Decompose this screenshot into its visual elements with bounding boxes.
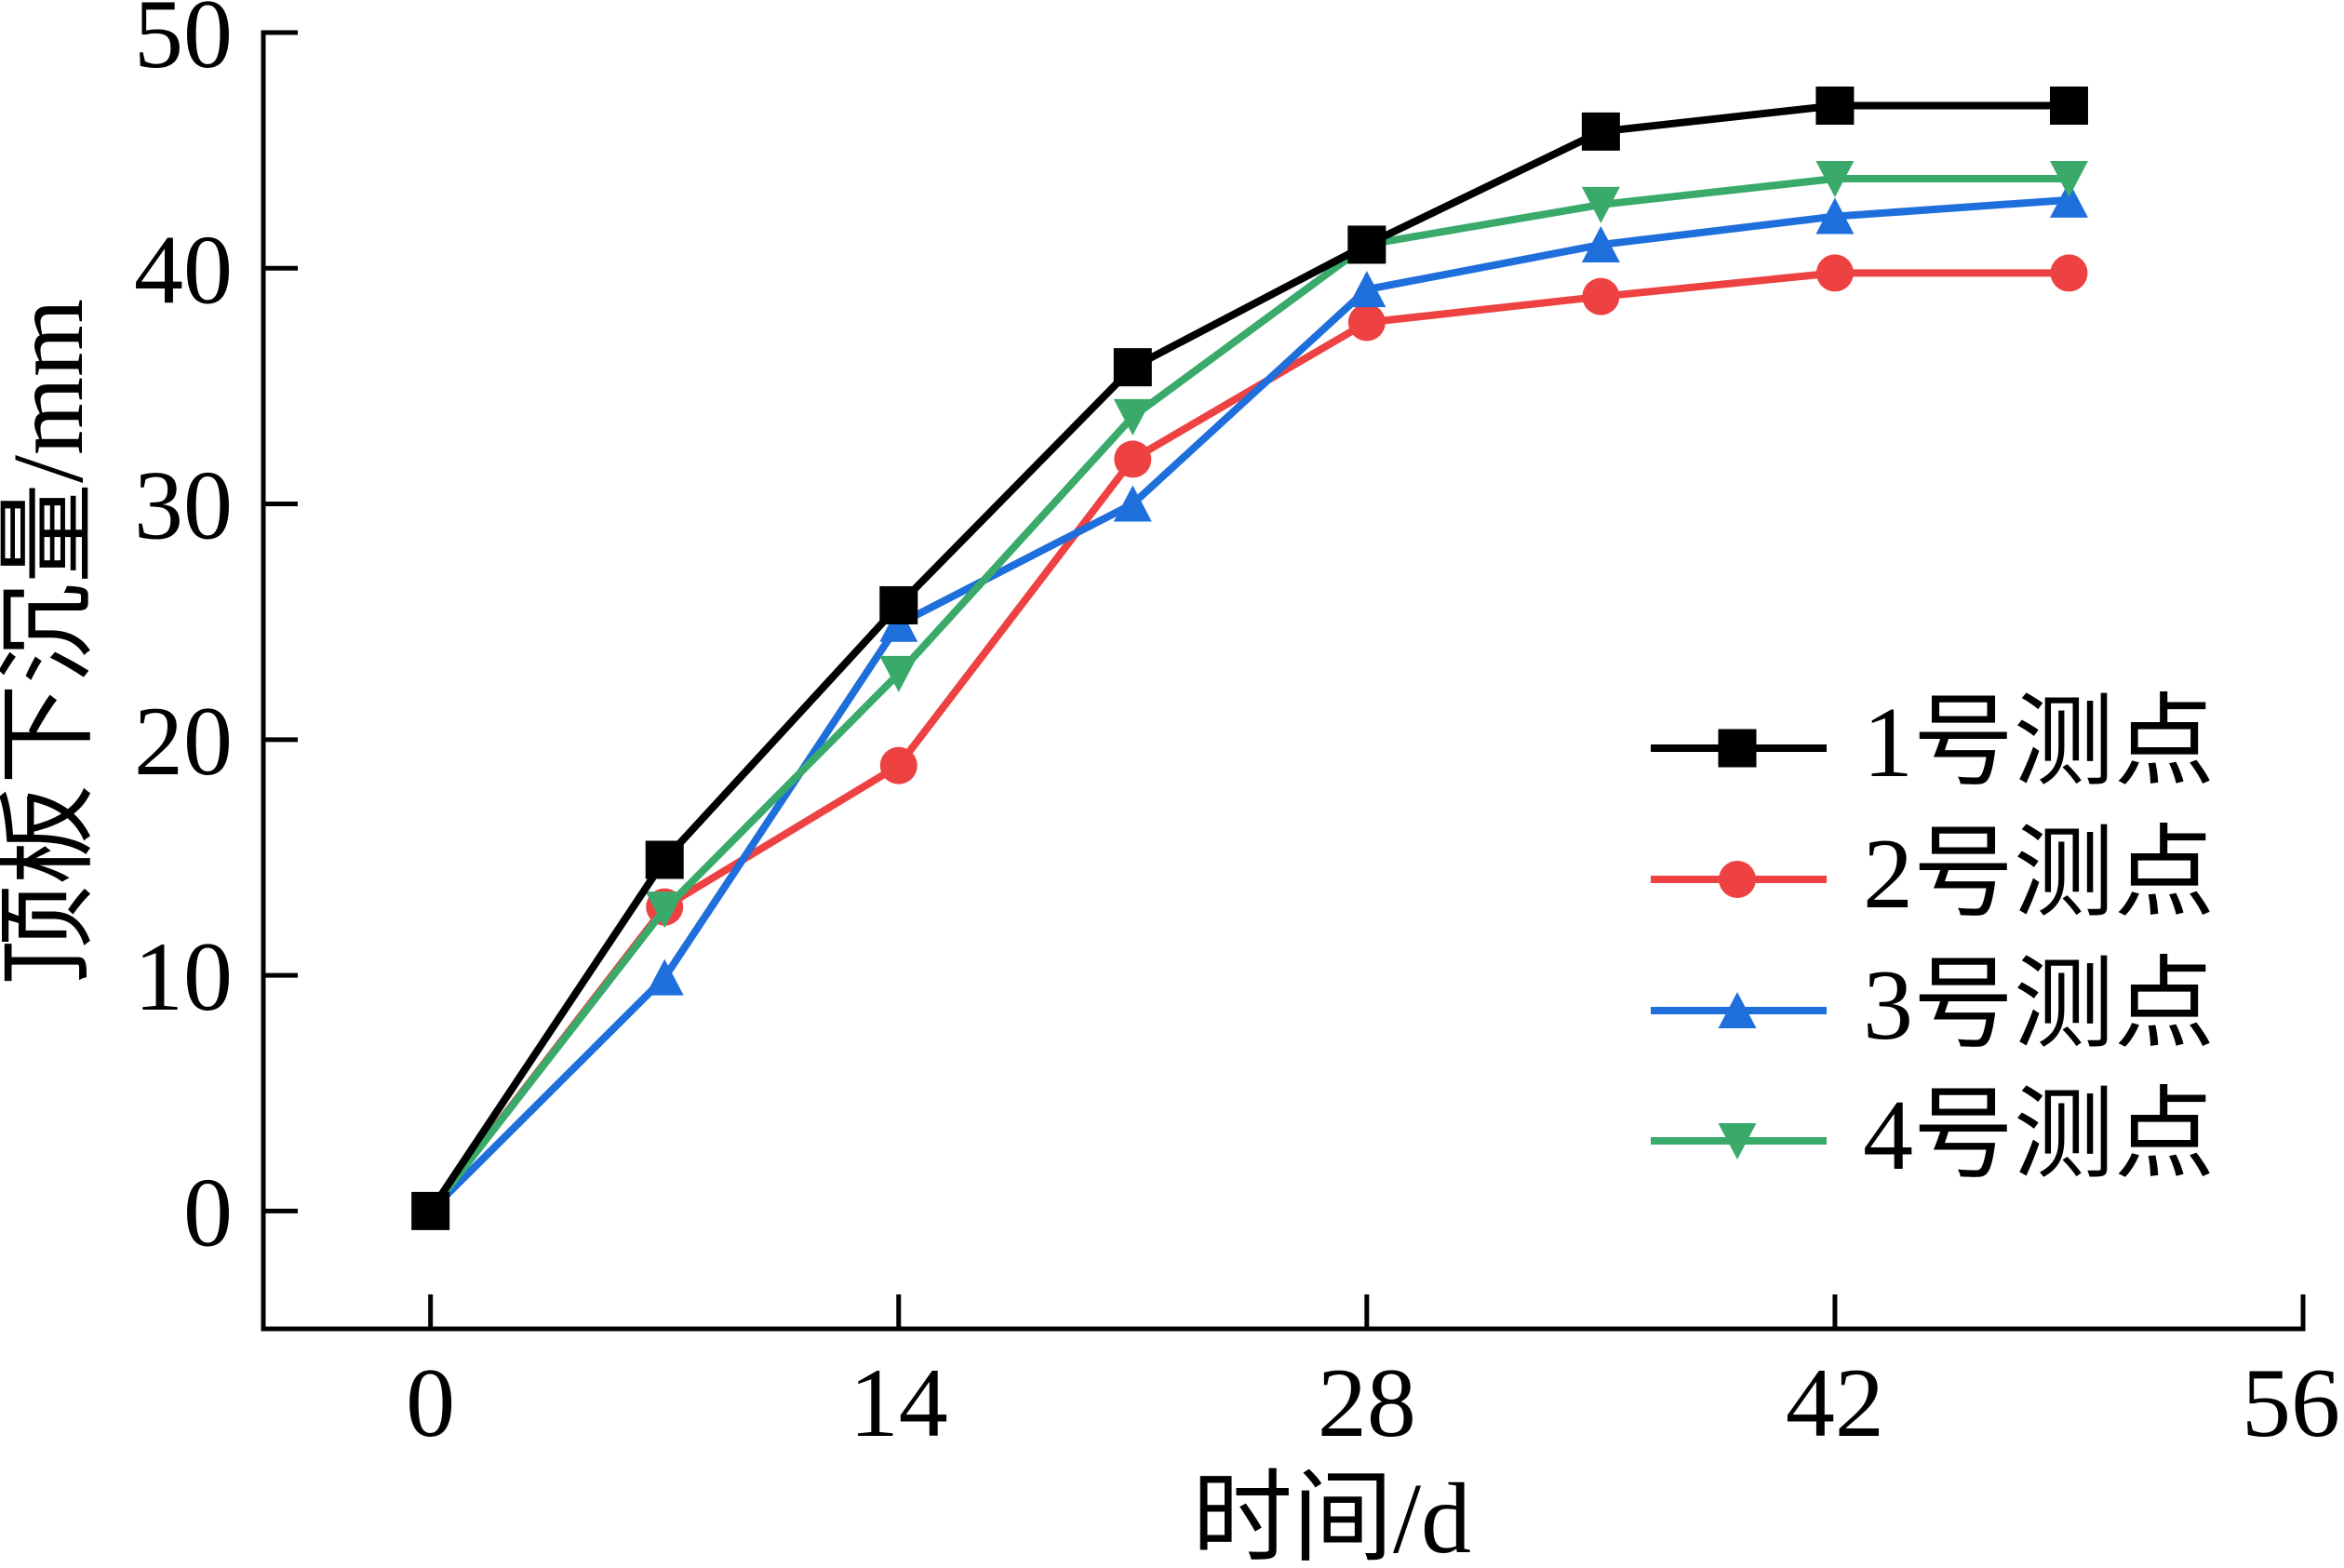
data-point [2049,181,2088,218]
plot-area [411,87,2088,1230]
legend-marker [1718,729,1757,768]
series-3 [411,181,2088,1229]
data-point [1114,440,1152,478]
data-point [1815,254,1854,292]
data-point [1815,87,1855,126]
data-point [2050,254,2088,292]
data-point [879,746,918,784]
series-line [426,195,2073,1215]
x-tick-label: 28 [1318,1348,1416,1457]
series-line [426,269,2073,1215]
y-tick-label: 0 [183,1158,233,1266]
y-tick-label: 20 [134,687,233,796]
y-tick-label: 30 [134,451,233,560]
legend-item: 4号测点 [1651,1080,2215,1191]
axes: 0 10 20 30 40 50 0 14 28 42 56 [134,0,2340,1457]
data-point [411,1191,450,1230]
series-line [426,101,2073,1215]
data-point [1581,225,1620,262]
x-axis-title: 时间/d [1192,1464,1471,1568]
y-tick-label: 10 [134,922,233,1031]
x-tick-label: 42 [1786,1348,1884,1457]
legend-label: 1号测点 [1863,688,2215,798]
data-point [645,891,684,929]
legend-label: 2号测点 [1863,819,2215,930]
legend-marker [1719,861,1756,898]
legend-marker [1718,992,1757,1028]
data-point [1815,197,1855,235]
data-point [879,655,918,692]
data-point [2049,87,2088,126]
legend-item: 3号测点 [1651,950,2215,1061]
data-point [1113,348,1152,387]
legend-marker [1718,1123,1757,1159]
x-tick-label: 56 [2242,1348,2340,1457]
data-point [1815,161,1855,198]
series-4 [411,161,2088,1230]
data-point [645,958,684,996]
data-point [1581,112,1620,151]
data-point [1347,225,1386,264]
x-tick-label: 14 [850,1348,948,1457]
data-point [1582,277,1620,315]
y-axis-title: 顶板下沉量/mm [0,299,104,985]
x-tick-label: 0 [406,1348,455,1457]
legend-item: 2号测点 [1651,819,2215,930]
legend-label: 3号测点 [1863,950,2215,1061]
data-point [1581,186,1620,223]
data-point [1347,303,1386,342]
series-1 [411,87,2088,1230]
legend-label: 4号测点 [1863,1080,2215,1191]
data-point [1113,398,1152,436]
data-point [1347,271,1386,308]
series-line [426,175,2073,1215]
legend-item: 1号测点 [1651,688,2215,798]
data-point [2049,161,2088,198]
data-point [879,585,918,624]
data-point [645,840,684,879]
data-point [1113,485,1152,522]
y-tick-label: 40 [134,215,233,324]
y-tick-label: 50 [134,0,233,88]
legend: 1号测点 2号测点 3号测点 4号测点 [1651,688,2215,1191]
